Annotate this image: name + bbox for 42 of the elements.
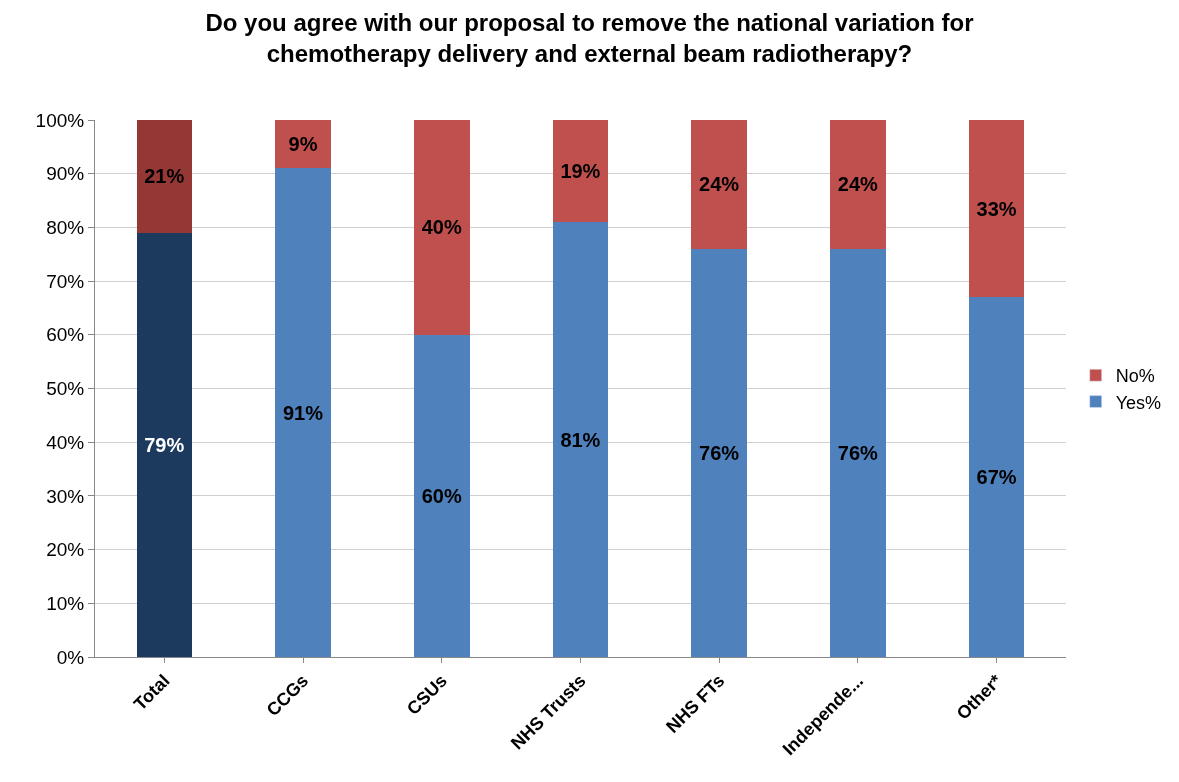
y-tick-label: 100%: [35, 109, 85, 131]
y-tick-label: 10%: [46, 592, 85, 614]
y-tick-label: 0%: [56, 646, 85, 668]
y-tick-label: 70%: [46, 270, 85, 292]
y-tick-label: 80%: [46, 217, 85, 239]
bar: [691, 248, 747, 657]
data-label: 60%: [421, 484, 462, 507]
bar: [275, 168, 331, 657]
y-tick-label: 60%: [46, 324, 85, 346]
bar: [968, 297, 1025, 657]
bar: [414, 334, 470, 657]
bar: [968, 120, 1025, 298]
y-tick-label: 20%: [46, 539, 85, 561]
bar: [552, 222, 609, 657]
legend-label: Yes%: [1115, 392, 1162, 413]
bar: [136, 120, 193, 233]
data-label: 24%: [699, 173, 740, 196]
data-label: 67%: [976, 466, 1017, 489]
y-tick-label: 40%: [46, 431, 85, 453]
data-label: 9%: [288, 133, 318, 156]
data-label: 33%: [976, 197, 1017, 220]
data-label: 76%: [837, 441, 879, 464]
data-label: 79%: [144, 433, 185, 456]
bar: [830, 120, 886, 249]
bar: [552, 120, 609, 223]
data-label: 19%: [560, 160, 601, 183]
data-label: 91%: [282, 401, 324, 424]
y-tick-label: 30%: [46, 485, 85, 507]
data-label: 24%: [837, 173, 879, 196]
bar: [830, 248, 886, 657]
bar: [691, 120, 747, 249]
y-tick-label: 50%: [46, 378, 85, 400]
data-label: 81%: [560, 428, 601, 451]
bar: [414, 120, 470, 335]
data-label: 40%: [421, 216, 462, 239]
chart-title: Do you agree with our proposal to remove the national variation for chemotherapy delivery and external beam radiotherapy?: [205, 9, 974, 68]
bar: [136, 232, 193, 657]
y-tick-label: 90%: [46, 163, 85, 185]
legend-label: No%: [1115, 366, 1155, 387]
data-label: 76%: [699, 441, 740, 464]
data-label: 21%: [144, 165, 185, 188]
bar: [275, 120, 331, 169]
